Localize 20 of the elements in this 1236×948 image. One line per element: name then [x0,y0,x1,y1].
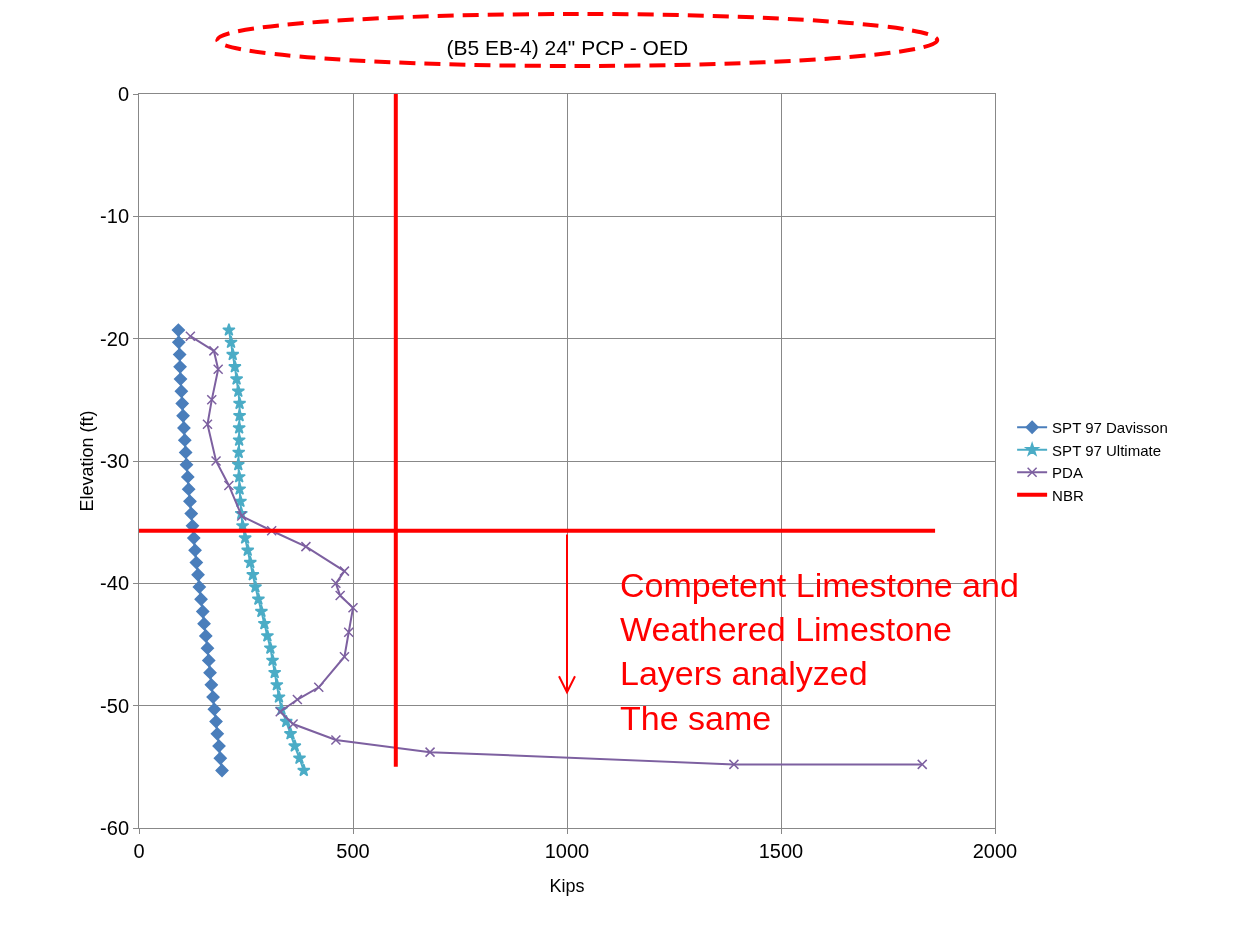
x-tick-label: 2000 [972,840,1018,862]
y-tick-label: -30 [100,450,129,472]
x-tick-label: 500 [336,840,370,862]
x-axis-title: Kips [549,876,585,896]
y-tick-label: -10 [100,205,129,228]
legend-label: SPT 97 Davisson [1052,419,1168,437]
y-tick-label: -50 [100,694,129,717]
chart-title: (B5 EB-4) 24" PCP - OED [446,36,689,60]
y-tick-label: 0 [117,83,129,105]
y-tick-label: -20 [100,327,129,350]
y-tick-label: -40 [100,572,129,595]
legend-label: NBR [1052,486,1084,504]
legend-label: PDA [1052,464,1083,482]
x-tick-label: 1000 [544,840,590,862]
x-tick-label: 1500 [758,840,804,862]
y-tick-label: -60 [100,817,129,839]
legend-label: SPT 97 Ultimate [1052,441,1162,459]
y-axis-title: Elevation (ft) [77,410,97,512]
x-tick-label: 0 [133,840,145,862]
annotation: Competent Limestone and Weathered Limestone Layers analyzed The same [620,566,1019,737]
